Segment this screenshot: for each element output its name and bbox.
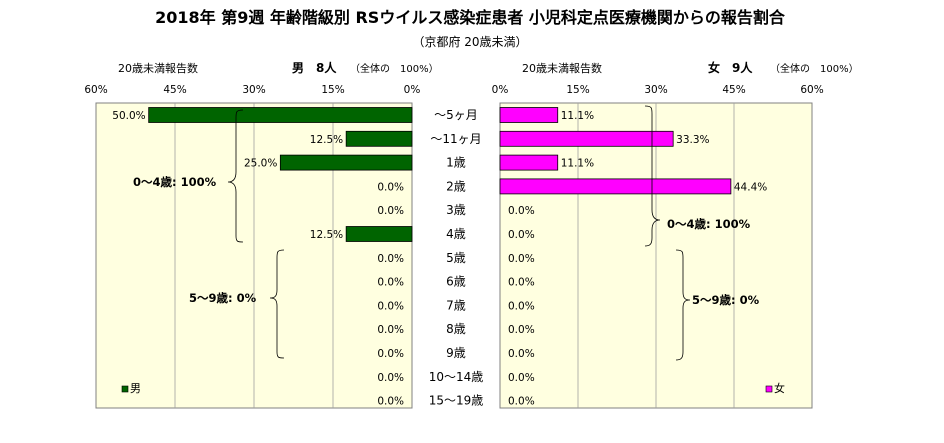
female-data-label: 0.0% [508,229,535,241]
right-gender-count: 女 9人 [708,60,753,75]
left-annotation-5-9: 5～9歳: 0% [189,291,257,305]
male-tick-label: 15% [321,84,344,96]
left-brace-5-9 [269,249,285,359]
age-category-label: 5歳 [446,251,466,265]
female-data-label: 11.1% [561,110,594,122]
age-category-label: 3歳 [446,203,466,217]
age-category-label: 7歳 [446,298,466,312]
female-tick-label: 15% [566,84,589,96]
female-data-label: 0.0% [508,300,535,312]
male-gridlines [174,103,334,408]
age-category-label: 15～19歳 [429,394,484,408]
age-category-label: 8歳 [446,322,466,336]
male-bar [345,130,413,147]
age-category-labels: ～5ヶ月 ～11ヶ月 1歳 2歳 3歳 4歳 5歳 6歳 7歳 8歳 9歳 10～14歳 15～19歳 [429,108,484,408]
male-data-label: 0.0% [377,396,404,408]
male-bar [279,154,413,171]
male-data-label: 0.0% [377,277,404,289]
left-gender-count: 男 8人 [292,60,337,75]
male-tick-label: 0% [404,84,421,96]
male-data-label: 50.0% [112,110,145,122]
female-data-label: 44.4% [734,181,767,193]
left-annotation-0-4: 0～4歳: 100% [133,175,217,189]
age-category-label: 4歳 [446,227,466,241]
male-data-label: 12.5% [310,134,343,146]
chart-title: 2018年 第9週 年齢階級別 RSウイルス感染症患者 小児科定点医療機関からの… [155,8,786,27]
female-data-label: 0.0% [508,396,535,408]
female-data-label: 0.0% [508,324,535,336]
female-bar [499,154,559,171]
male-data-label: 25.0% [244,158,277,170]
right-brace-0-4 [644,105,661,247]
age-category-label: 10～14歳 [429,370,484,384]
male-tick-label: 45% [163,84,186,96]
male-data-labels: 50.0% 12.5% 25.0% 0.0% 0.0% 12.5% 0.0% 0.0% 0.0%… [112,110,404,408]
female-legend-label: 女 [774,381,785,395]
male-tick-label: 60% [84,84,107,96]
left-caption: 20歳未満報告数 [118,62,198,75]
female-tick-labels: 0% 15% 30% 45% 60% [492,84,824,96]
left-brace-0-4 [227,109,244,243]
female-data-label: 0.0% [508,348,535,360]
age-category-label: ～5ヶ月 [434,108,478,122]
female-data-label: 11.1% [561,158,594,170]
male-legend-swatch [121,385,129,393]
female-data-label: 0.0% [508,253,535,265]
female-tick-label: 45% [722,84,745,96]
age-category-label: ～11ヶ月 [430,132,481,146]
male-bar [345,226,413,242]
male-data-label: 0.0% [377,372,404,384]
male-data-label: 0.0% [377,253,404,265]
right-annotation-5-9: 5～9歳: 0% [692,293,760,307]
male-bar [148,107,413,123]
female-legend-swatch [765,385,773,393]
male-data-label: 0.0% [377,181,404,193]
left-total-note: （全体の 100%） [350,62,439,75]
male-data-label: 12.5% [310,229,343,241]
female-tick-label: 60% [800,84,823,96]
male-data-label: 0.0% [377,324,404,336]
female-tick-label: 30% [644,84,667,96]
right-annotation-0-4: 0～4歳: 100% [667,217,751,231]
age-category-label: 6歳 [446,275,466,289]
age-category-label: 9歳 [446,346,466,360]
female-tick-label: 0% [492,84,509,96]
female-bar [499,178,732,195]
right-total-note: （全体の 100%） [770,62,859,75]
female-bars [499,107,732,195]
male-legend-label: 男 [130,382,141,395]
right-brace-5-9 [675,249,691,361]
female-data-label: 0.0% [508,277,535,289]
female-bar [499,107,559,123]
male-data-label: 0.0% [377,205,404,217]
female-data-label: 0.0% [508,205,535,217]
female-data-label: 0.0% [508,372,535,384]
female-bar [499,130,674,147]
male-tick-labels: 0% 15% 30% 45% 60% [84,84,420,96]
male-data-label: 0.0% [377,300,404,312]
age-category-label: 1歳 [446,156,466,170]
female-data-labels: 11.1% 33.3% 11.1% 44.4% 0.0% 0.0% 0.0% 0.0% 0.0%… [508,110,767,408]
right-caption: 20歳未満報告数 [522,62,602,75]
male-bars [148,107,413,242]
male-tick-label: 30% [242,84,265,96]
male-data-label: 0.0% [377,348,404,360]
female-data-label: 33.3% [676,134,709,146]
female-gridlines [577,103,735,408]
age-category-label: 2歳 [446,179,466,193]
chart-subtitle: （京都府 20歳未満） [412,34,527,49]
